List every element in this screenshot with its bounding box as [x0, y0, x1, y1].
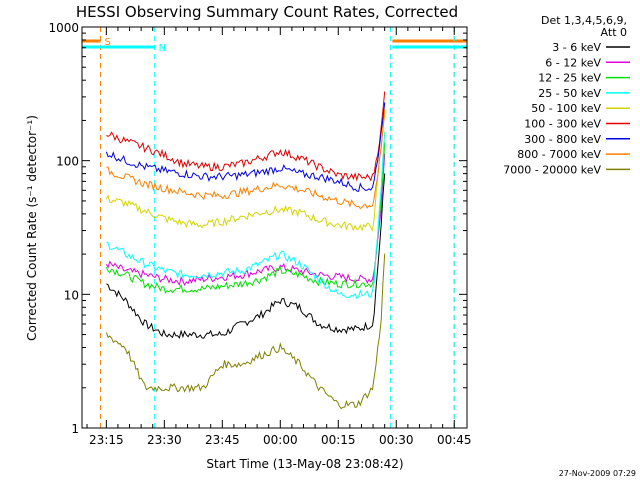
flag-label-s: S — [105, 37, 111, 48]
legend-entry-label: 6 - 12 keV — [545, 56, 601, 69]
timestamp: 27-Nov-2009 07:29 — [559, 469, 636, 478]
x-axis-label: Start Time (13-May-08 23:08:42) — [206, 457, 403, 471]
legend: Det 1,3,4,5,6,9,Att 03 - 6 keV 6 - 12 keV… — [503, 14, 630, 176]
y-axis-label: Corrected Count Rate (s⁻¹ detector⁻¹) — [25, 115, 39, 341]
legend-header: Det 1,3,4,5,6,9, — [541, 14, 627, 27]
plot-frame — [81, 26, 468, 429]
legend-entry-label: 50 - 100 keV — [531, 102, 601, 115]
series-line-8 — [105, 253, 386, 410]
x-tick-label: 00:15 — [321, 433, 356, 447]
series-layer — [105, 91, 386, 410]
axes: 23:15 23:30 23:45 00:00 00:15 00:30 00:45 1 10 10… — [48, 21, 471, 447]
x-tick-label: 00:45 — [437, 433, 472, 447]
x-tick-label: 23:30 — [147, 433, 182, 447]
series-line-4 — [105, 115, 386, 232]
series-line-0 — [106, 173, 386, 339]
x-tick-label: 23:45 — [205, 433, 240, 447]
y-tick-label: 100 — [56, 155, 79, 169]
series-line-2 — [105, 142, 386, 294]
legend-entry-label: 25 - 50 keV — [538, 87, 601, 100]
flag-label-n: N — [159, 43, 166, 54]
y-tick-label: 10 — [64, 288, 79, 302]
x-tick-label: 00:30 — [379, 433, 414, 447]
series-line-3 — [106, 132, 386, 300]
x-tick-label: 00:00 — [263, 433, 298, 447]
series-line-6 — [105, 102, 386, 192]
x-tick-label: 23:15 — [89, 433, 124, 447]
legend-entry-label: 3 - 6 keV — [552, 41, 601, 54]
legend-header: Att 0 — [601, 26, 627, 39]
y-tick-label: 1000 — [48, 21, 79, 35]
legend-entry-label: 300 - 800 keV — [524, 133, 601, 146]
legend-entry-label: 800 - 7000 keV — [517, 148, 601, 161]
series-line-7 — [106, 109, 386, 210]
y-tick-label: 1 — [71, 422, 79, 436]
chart-title: HESSI Observing Summary Count Rates, Cor… — [76, 3, 458, 21]
legend-entry-label: 100 - 300 keV — [524, 118, 601, 131]
legend-entry-label: 7000 - 20000 keV — [503, 163, 601, 176]
observing-flags: SN — [82, 27, 467, 428]
legend-entry-label: 12 - 25 keV — [538, 72, 601, 85]
series-line-5 — [106, 91, 386, 182]
